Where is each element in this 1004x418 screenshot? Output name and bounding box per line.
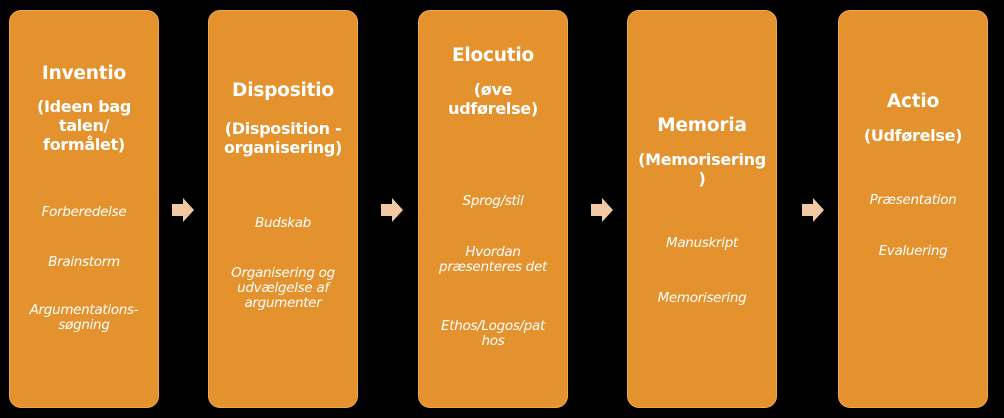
arrow-right-icon [802,198,824,222]
stage-item: Manuskript [665,235,739,251]
stage-box-elocutio: Elocutio (øve udførelse) Sprog/stil Hvor… [418,10,568,408]
stage-item: Forberedelse [41,204,127,220]
arrow-right-icon [591,198,613,222]
stage-item: Ethos/Logos/pat hos [440,318,546,349]
stage-box-dispositio: Dispositio (Disposition - organisering) … [208,10,358,408]
stage-subtitle-line: ) [698,169,706,188]
stage-subtitle-line: organisering) [223,138,342,157]
stage-item: Evaluering [878,243,948,259]
stage-title: Memoria [657,115,747,136]
arrow-right-icon [172,198,194,222]
stage-subtitle-line: talen/ [58,116,110,135]
stage-title: Dispositio [232,80,334,101]
stage-box-actio: Actio (Udførelse) Præsentation Evaluerin… [838,10,988,408]
stage-item: Argumentations- søgning [29,302,139,333]
stage-item: Hvordan præsenteres det [439,244,547,275]
arrow-right-icon [381,198,403,222]
stage-title: Inventio [41,63,127,84]
stage-item: Præsentation [869,192,957,208]
stage-box-memoria: Memoria (Memorisering ) Manuskript Memor… [627,10,777,408]
stage-item: Sprog/stil [462,193,524,209]
stage-title: Elocutio [451,45,535,66]
stage-subtitle-line: (øve [473,80,513,99]
stage-subtitle-line: (Ideen bag [36,97,132,116]
stage-item: Brainstorm [48,254,120,270]
stage-item: Memorisering [657,290,747,306]
stage-subtitle-line: formålet) [43,135,125,154]
stage-item: Budskab [255,215,311,231]
stage-box-inventio: Inventio (Ideen bag talen/ formålet) For… [9,10,159,408]
stage-subtitle-line: (Memorisering [638,150,766,169]
stage-subtitle-line: (Udførelse) [863,126,963,145]
stage-item: Organisering og udvælgelse af argumenter [231,265,335,311]
stage-subtitle-line: (Disposition - [224,119,342,138]
stage-title: Actio [886,91,940,112]
stage-subtitle-line: udførelse) [448,99,538,118]
